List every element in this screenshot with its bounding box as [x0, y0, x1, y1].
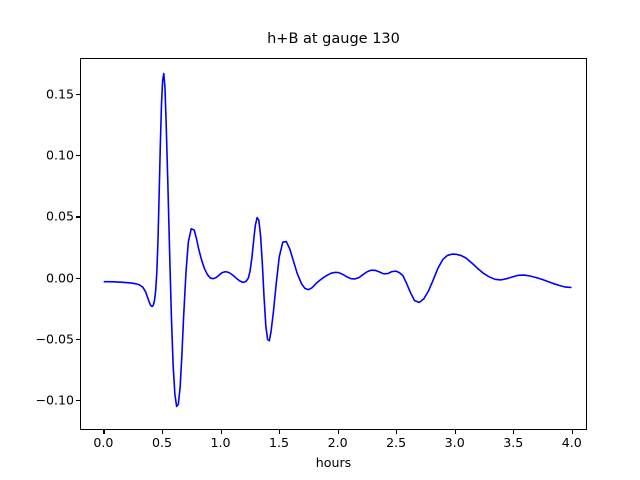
y-tick-label: −0.10 — [35, 392, 74, 408]
x-tick-mark — [103, 430, 105, 434]
x-tick-label: 3.5 — [503, 435, 524, 450]
y-axis-tick-labels: −0.10 −0.05 0.00 0.05 0.10 0.15 — [22, 0, 74, 480]
y-tick-mark — [76, 338, 80, 340]
x-tick-mark — [513, 430, 515, 434]
chart-title: h+B at gauge 130 — [267, 31, 400, 47]
x-tick-mark — [337, 430, 339, 434]
y-tick-mark — [76, 216, 80, 218]
x-tick-label: 0.0 — [93, 435, 114, 450]
x-tick-label: 2.5 — [386, 435, 407, 450]
y-tick-mark — [76, 94, 80, 96]
x-tick-mark — [396, 430, 398, 434]
line-chart-svg — [103, 72, 572, 408]
y-tick-mark — [76, 400, 80, 402]
y-tick-label: 0.15 — [45, 86, 74, 102]
y-tick-label: −0.05 — [35, 331, 74, 347]
x-tick-mark — [161, 430, 164, 434]
y-tick-mark — [76, 277, 80, 279]
x-axis-label: hours — [315, 455, 352, 470]
x-tick-mark — [279, 430, 281, 434]
y-tick-label: 0.00 — [45, 270, 74, 286]
x-tick-mark — [571, 430, 573, 434]
y-tick-label: 0.05 — [45, 208, 74, 224]
x-tick-label: 2.0 — [327, 435, 348, 450]
y-tick-mark — [76, 155, 80, 157]
x-tick-label: 1.0 — [210, 435, 231, 450]
y-tick-label: 0.10 — [45, 147, 74, 163]
x-tick-label: 4.0 — [561, 435, 582, 450]
plot-area — [80, 58, 587, 430]
data-series-line — [103, 72, 572, 408]
x-tick-mark — [454, 430, 456, 434]
x-tick-label: 0.5 — [151, 435, 172, 450]
x-tick-mark — [220, 430, 222, 434]
x-tick-label: 1.5 — [269, 435, 290, 450]
x-tick-label: 3.0 — [444, 435, 465, 450]
